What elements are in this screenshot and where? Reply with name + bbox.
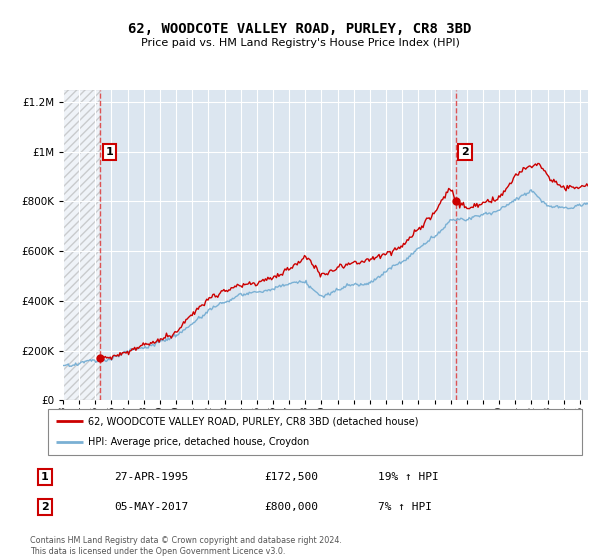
Text: 19% ↑ HPI: 19% ↑ HPI <box>378 472 439 482</box>
Text: 1: 1 <box>106 147 113 157</box>
Text: £172,500: £172,500 <box>264 472 318 482</box>
Text: 27-APR-1995: 27-APR-1995 <box>114 472 188 482</box>
Text: Price paid vs. HM Land Registry's House Price Index (HPI): Price paid vs. HM Land Registry's House … <box>140 38 460 48</box>
Text: 2: 2 <box>41 502 49 512</box>
Text: 2: 2 <box>461 147 469 157</box>
Text: 62, WOODCOTE VALLEY ROAD, PURLEY, CR8 3BD (detached house): 62, WOODCOTE VALLEY ROAD, PURLEY, CR8 3B… <box>88 416 419 426</box>
Text: 05-MAY-2017: 05-MAY-2017 <box>114 502 188 512</box>
Text: 7% ↑ HPI: 7% ↑ HPI <box>378 502 432 512</box>
Text: 1: 1 <box>41 472 49 482</box>
Text: 62, WOODCOTE VALLEY ROAD, PURLEY, CR8 3BD: 62, WOODCOTE VALLEY ROAD, PURLEY, CR8 3B… <box>128 22 472 36</box>
Bar <box>63 90 100 400</box>
Text: Contains HM Land Registry data © Crown copyright and database right 2024.
This d: Contains HM Land Registry data © Crown c… <box>30 536 342 556</box>
FancyBboxPatch shape <box>48 409 582 455</box>
Text: HPI: Average price, detached house, Croydon: HPI: Average price, detached house, Croy… <box>88 437 310 447</box>
Text: £800,000: £800,000 <box>264 502 318 512</box>
